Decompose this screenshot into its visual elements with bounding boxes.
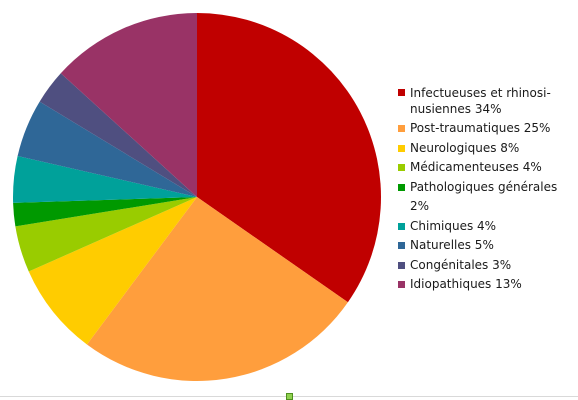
pie-slice-6	[17, 101, 197, 197]
legend-item: Post-traumatiques 25%	[398, 119, 576, 139]
legend-label: Idiopathiques 13%	[410, 277, 522, 291]
legend-item: Neurologiques 8%	[398, 139, 576, 159]
pie-slice-0	[197, 13, 381, 303]
legend-label: Infectueuses et rhinosi-nusiennes 34%	[410, 86, 551, 116]
legend-label: Post-traumatiques 25%	[410, 121, 551, 135]
legend-item: Naturelles 5%	[398, 236, 576, 256]
pie-slice-1	[86, 197, 348, 381]
legend-swatch	[398, 281, 405, 288]
legend-item: Pathologiques générales 2%	[398, 178, 576, 217]
legend-swatch	[398, 242, 405, 249]
legend-swatch	[398, 89, 405, 96]
pie-slice-8	[60, 13, 197, 197]
pie-slice-4	[13, 197, 198, 227]
legend-label: Médicamenteuses 4%	[410, 160, 542, 174]
legend-item: Infectueuses et rhinosi-nusiennes 34%	[398, 84, 576, 119]
legend-item: Médicamenteuses 4%	[398, 158, 576, 178]
legend-item: Idiopathiques 13%	[398, 275, 576, 295]
legend-label: Naturelles 5%	[410, 238, 494, 252]
legend-label: Congénitales 3%	[410, 257, 512, 272]
chart-legend: Infectueuses et rhinosi-nusiennes 34% Po…	[398, 84, 576, 295]
legend-swatch	[398, 261, 405, 269]
legend-swatch	[398, 125, 405, 132]
pie-slice-3	[15, 197, 197, 272]
pie-slices	[12, 13, 381, 381]
legend-item: Chimiques 4%	[398, 217, 576, 237]
legend-label: Pathologiques générales 2%	[410, 179, 558, 214]
legend-label: Neurologiques 8%	[410, 140, 520, 155]
pie-slice-2	[28, 197, 197, 345]
legend-swatch	[398, 164, 405, 171]
pie-slice-7	[39, 73, 198, 197]
legend-swatch	[398, 144, 405, 152]
legend-label: Chimiques 4%	[410, 218, 497, 233]
resize-handle[interactable]	[286, 393, 293, 400]
legend-item: Congénitales 3%	[398, 256, 576, 276]
legend-swatch	[398, 222, 405, 230]
legend-swatch	[398, 183, 405, 191]
pie-slice-5	[12, 156, 197, 203]
